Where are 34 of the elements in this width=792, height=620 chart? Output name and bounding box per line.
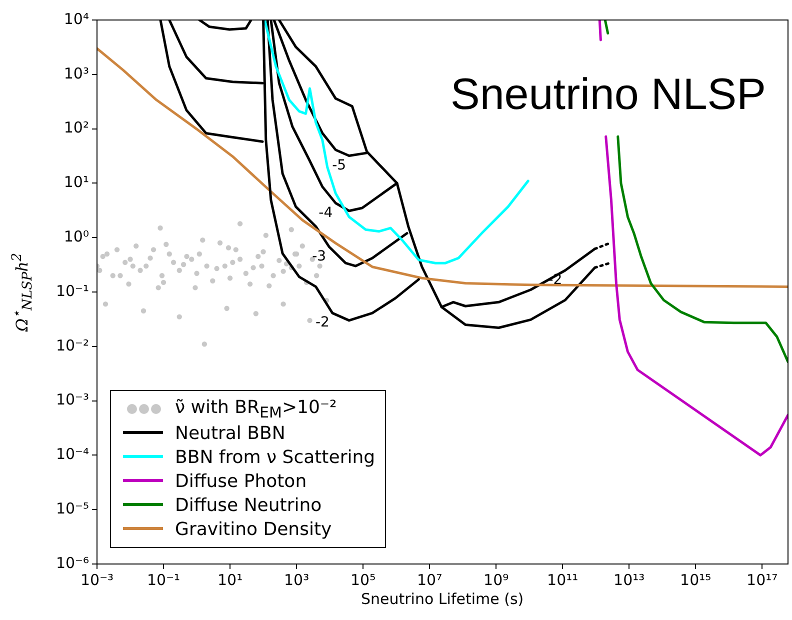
- x-tick-label: 10¹: [217, 570, 243, 589]
- y-tick-label: 10⁻⁴: [56, 445, 89, 464]
- y-tick-label: 10⁻⁶: [56, 554, 89, 572]
- x-tick-label: 10¹¹: [547, 570, 578, 589]
- x-tick-label: 10¹³: [614, 570, 645, 589]
- y-tick-label: 10¹: [64, 173, 89, 192]
- x-tick-label: 10¹⁷: [746, 570, 778, 589]
- text: Sneutrino NLSP: [450, 70, 766, 120]
- legend-label: Diffuse Neutrino: [175, 494, 322, 516]
- y-tick-label: 10⁰: [64, 227, 89, 246]
- y-tick-label: 10⁴: [64, 10, 89, 28]
- y-tick-label: 10⁻²: [56, 336, 89, 354]
- x-tick-label: 10⁻³: [80, 570, 114, 589]
- legend-label: Gravitino Density: [175, 518, 332, 540]
- annotation: -3: [312, 248, 326, 264]
- y-tick-label: 10⁻⁵: [56, 499, 89, 518]
- x-tick-label: 10⁻¹: [146, 570, 180, 589]
- y-tick-label: 10³: [64, 64, 89, 82]
- annotation: -2: [315, 314, 330, 331]
- x-tick-label: 10⁵: [350, 570, 376, 589]
- y-tick-label: 10⁻³: [56, 390, 89, 409]
- legend-label: Neutral BBN: [175, 422, 286, 444]
- x-tick-label: 10¹⁵: [680, 570, 712, 589]
- y-tick-label: 10⁻¹: [56, 282, 89, 300]
- legend-label: Diffuse Photon: [175, 470, 307, 492]
- legend-label: BBN from ν Scattering: [175, 446, 376, 468]
- x-tick-label: 10³: [284, 570, 310, 589]
- x-tick-label: 10⁹: [484, 570, 509, 589]
- x-axis-title: Sneutrino Lifetime (s): [361, 590, 524, 608]
- annotation: -4: [318, 204, 333, 221]
- annotation: -5: [332, 157, 346, 174]
- legend-label: ν̃ with BR$_{EM}$>10⁻²: [175, 396, 337, 422]
- x-tick-label: 10⁷: [417, 570, 442, 589]
- y-tick-label: 10²: [64, 118, 89, 137]
